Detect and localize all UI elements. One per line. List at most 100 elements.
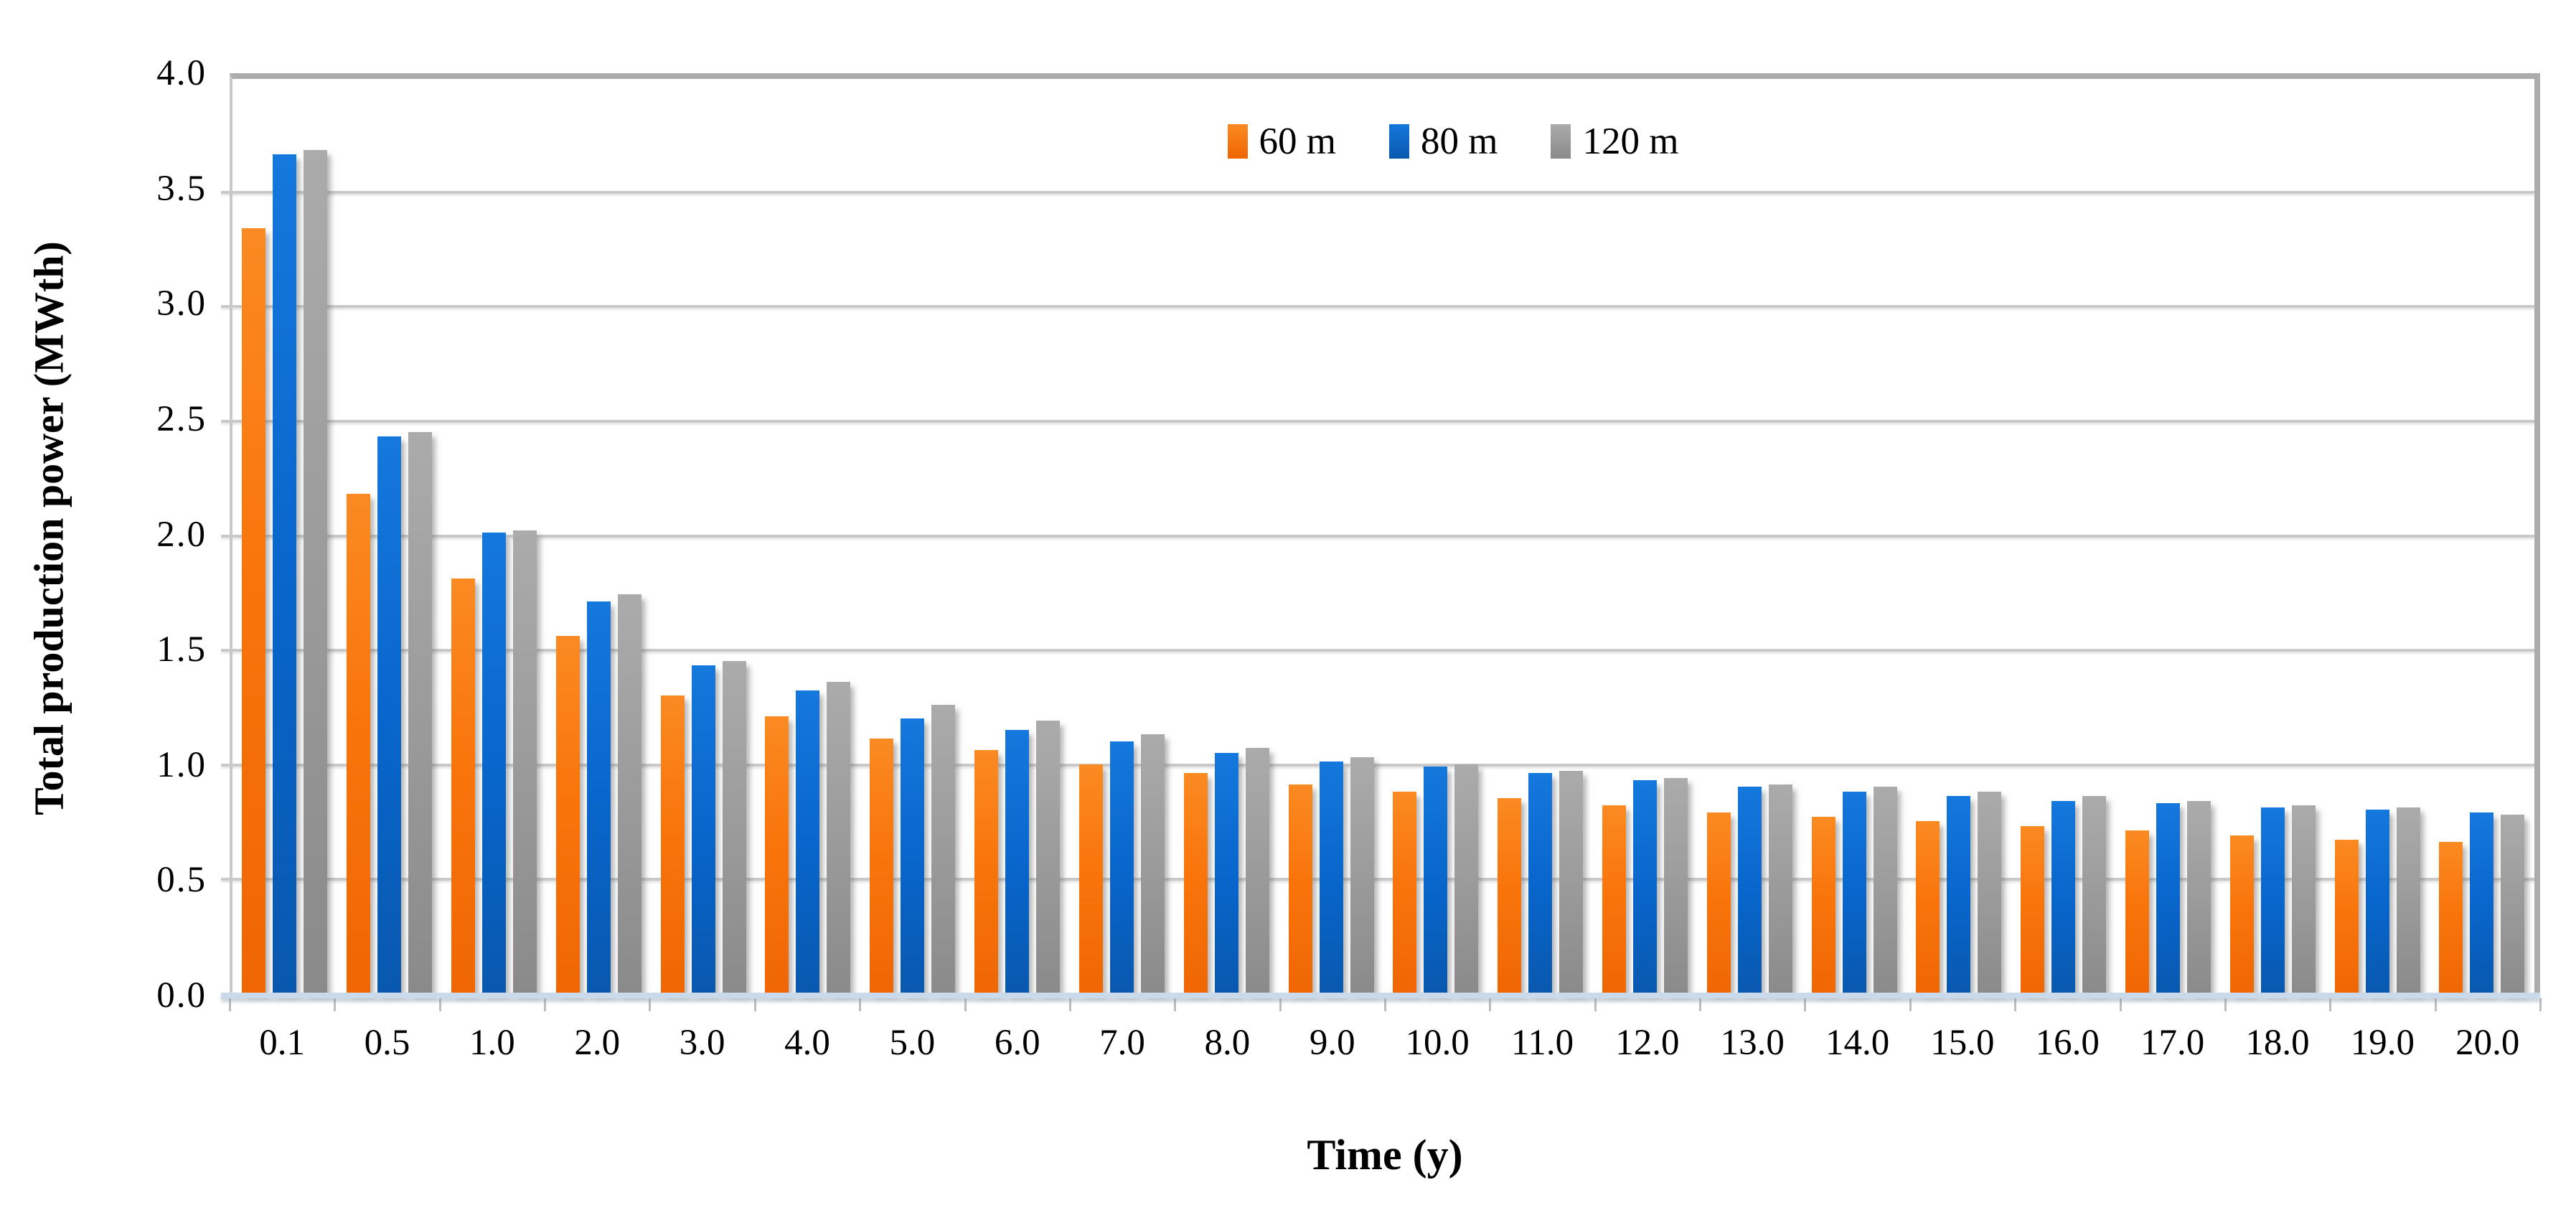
- x-tick-label: 19.0: [2350, 1023, 2415, 1063]
- legend-label: 120 m: [1582, 121, 1679, 162]
- x-axis-title: Time (y): [1307, 1131, 1463, 1179]
- x-axis-tick-marks: [229, 998, 2542, 1011]
- bar-80m-x10.0: [1424, 766, 1448, 996]
- bar-60m-x2.0: [555, 635, 580, 996]
- bar-120m-x2.0: [617, 594, 641, 996]
- legend-marker-icon: [1227, 124, 1248, 159]
- bar-120m-x8.0: [1245, 748, 1269, 996]
- y-tick-label: 1.5: [156, 629, 207, 670]
- bar-60m-x11.0: [1498, 798, 1522, 996]
- bar-120m-x15.0: [1978, 791, 2002, 996]
- bar-80m-x8.0: [1214, 752, 1238, 996]
- x-tick-mark: [2224, 998, 2227, 1011]
- bar-80m-x5.0: [901, 718, 925, 996]
- bar-60m-x10.0: [1393, 791, 1417, 996]
- gridline: [221, 878, 2534, 881]
- bar-120m-x7.0: [1140, 734, 1165, 996]
- bar-120m-x13.0: [1768, 784, 1792, 996]
- bar-60m-x0.1: [242, 228, 266, 996]
- x-tick-mark: [1068, 998, 1071, 1011]
- bar-80m-x16.0: [2051, 800, 2076, 996]
- x-tick-mark: [1489, 998, 1492, 1011]
- x-tick-mark: [438, 998, 441, 1011]
- x-tick-mark: [1384, 998, 1386, 1011]
- bar-60m-x12.0: [1602, 805, 1626, 996]
- bar-80m-x7.0: [1109, 741, 1134, 996]
- bar-60m-x19.0: [2334, 839, 2359, 996]
- legend: 60 m 80 m 120 m: [298, 109, 2576, 174]
- bar-60m-x0.5: [347, 493, 371, 996]
- bar-60m-x13.0: [1706, 812, 1731, 996]
- bar-80m-x18.0: [2260, 807, 2285, 996]
- gridline: [221, 763, 2534, 767]
- bar-group-6.0: [965, 79, 1070, 996]
- bar-group-11.0: [1488, 79, 1593, 996]
- x-tick-label: 8.0: [1204, 1023, 1251, 1063]
- bar-80m-x13.0: [1737, 787, 1762, 996]
- bar-80m-x20.0: [2470, 812, 2494, 996]
- x-tick-mark: [1699, 998, 1702, 1011]
- bar-120m-x16.0: [2082, 796, 2107, 996]
- x-tick-label: 0.5: [364, 1023, 410, 1063]
- bar-group-5.0: [860, 79, 965, 996]
- x-tick-mark: [2539, 998, 2542, 1011]
- bar-group-18.0: [2220, 79, 2325, 996]
- x-tick-mark: [1804, 998, 1807, 1011]
- y-tick-label: 3.5: [156, 168, 207, 209]
- bar-120m-x9.0: [1350, 756, 1374, 996]
- bar-60m-x9.0: [1288, 784, 1312, 996]
- bar-120m-x19.0: [2396, 807, 2420, 996]
- x-tick-mark: [1279, 998, 1282, 1011]
- x-tick-mark: [334, 998, 337, 1011]
- x-axis-tick-labels: 0.1 0.5 1.0 2.0 3.0 4.0 5.0 6.0 7.0 8.0 9.0 10.0 11.…: [230, 1022, 2540, 1064]
- bar-80m-x15.0: [1947, 796, 1971, 996]
- bar-group-1.0: [442, 79, 547, 996]
- bar-60m-x16.0: [2021, 825, 2045, 996]
- x-tick-label: 14.0: [1825, 1023, 1890, 1063]
- bar-80m-x3.0: [691, 665, 715, 996]
- x-tick-label: 10.0: [1405, 1023, 1470, 1063]
- x-tick-label: 2.0: [574, 1023, 621, 1063]
- x-tick-mark: [2329, 998, 2332, 1011]
- bar-group-19.0: [2325, 79, 2430, 996]
- bar-120m-x20.0: [2501, 814, 2525, 996]
- legend-marker-icon: [1389, 124, 1409, 159]
- bar-120m-x0.5: [408, 431, 433, 996]
- x-tick-label: 13.0: [1720, 1023, 1785, 1063]
- x-tick-mark: [2119, 998, 2122, 1011]
- gridline: [221, 649, 2534, 652]
- bar-80m-x19.0: [2365, 810, 2389, 996]
- x-tick-mark: [859, 998, 862, 1011]
- bar-group-2.0: [546, 79, 651, 996]
- bar-group-3.0: [651, 79, 756, 996]
- bar-80m-x11.0: [1528, 773, 1553, 996]
- bar-120m-x4.0: [827, 681, 851, 996]
- bar-group-12.0: [1593, 79, 1698, 996]
- bar-60m-x17.0: [2125, 830, 2150, 996]
- bar-group-16.0: [2011, 79, 2116, 996]
- x-tick-label: 5.0: [889, 1023, 936, 1063]
- bar-60m-x1.0: [451, 578, 476, 996]
- x-tick-label: 3.0: [679, 1023, 725, 1063]
- x-tick-mark: [649, 998, 652, 1011]
- y-tick-label: 2.0: [156, 514, 207, 555]
- x-tick-label: 6.0: [994, 1023, 1040, 1063]
- bar-80m-x12.0: [1632, 779, 1657, 996]
- x-tick-mark: [1594, 998, 1597, 1011]
- gridline: [221, 190, 2534, 194]
- bar-group-4.0: [756, 79, 860, 996]
- bar-group-9.0: [1279, 79, 1383, 996]
- bar-120m-x18.0: [2291, 805, 2316, 996]
- x-tick-mark: [753, 998, 756, 1011]
- legend-label: 80 m: [1421, 121, 1498, 162]
- plot-area: [221, 73, 2540, 998]
- bar-120m-x11.0: [1559, 771, 1584, 996]
- bar-60m-x8.0: [1183, 773, 1208, 996]
- bar-60m-x3.0: [660, 695, 685, 996]
- y-tick-label: 1.0: [156, 744, 207, 785]
- bar-80m-x4.0: [796, 690, 820, 996]
- x-tick-label: 7.0: [1099, 1023, 1145, 1063]
- bar-group-0.5: [337, 79, 442, 996]
- bar-group-0.1: [232, 79, 337, 996]
- gridline: [221, 305, 2534, 309]
